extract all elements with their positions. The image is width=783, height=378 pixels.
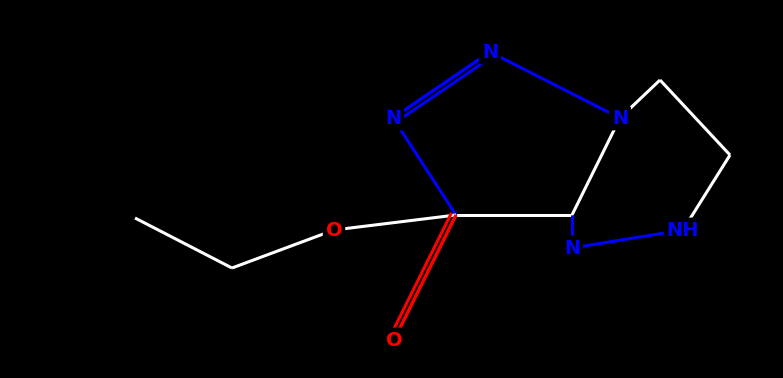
Text: O: O: [326, 220, 342, 240]
Text: O: O: [386, 330, 402, 350]
Text: N: N: [385, 108, 401, 127]
Text: N: N: [482, 42, 498, 62]
Text: NH: NH: [667, 220, 699, 240]
Text: N: N: [564, 239, 580, 257]
Text: N: N: [612, 108, 628, 127]
